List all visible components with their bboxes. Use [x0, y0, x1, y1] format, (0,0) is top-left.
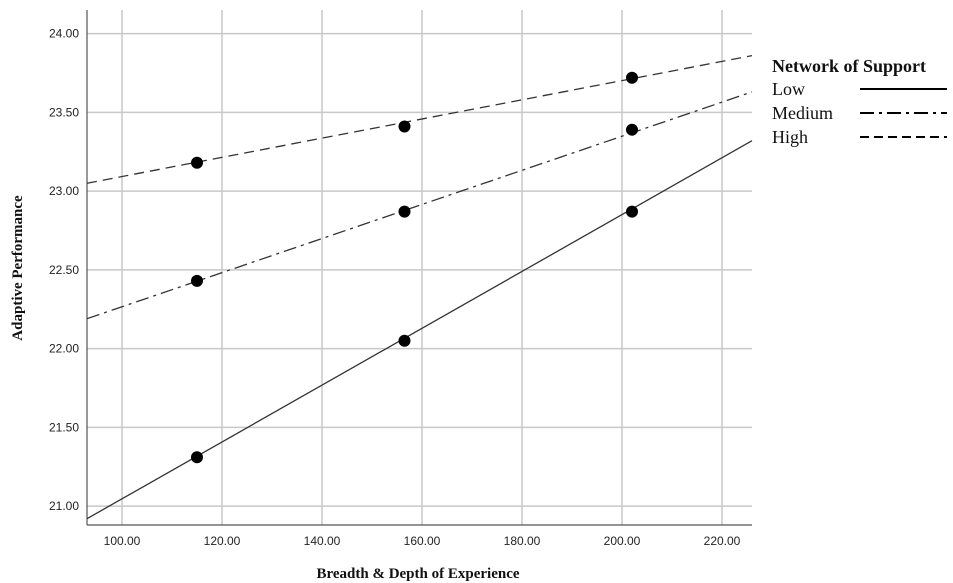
- y-tick-label: 22.00: [49, 342, 79, 356]
- data-point-low-2: [626, 205, 638, 218]
- x-tick-label: 140.00: [304, 534, 341, 548]
- x-tick-label: 200.00: [604, 534, 641, 548]
- legend-title: Network of Support: [772, 56, 926, 76]
- x-tick-labels: 100.00 120.00 140.00 160.00 180.00 200.00 220.…: [104, 534, 741, 548]
- y-tick-label: 21.50: [49, 420, 79, 434]
- data-points: [191, 71, 638, 464]
- y-tick-label: 22.50: [49, 263, 79, 277]
- data-point-medium-2: [626, 123, 638, 136]
- x-tick-label: 160.00: [404, 534, 441, 548]
- y-tick-label: 23.00: [49, 184, 79, 198]
- x-axis-title: Breadth & Depth of Experience: [316, 566, 519, 582]
- y-tick-label: 23.50: [49, 105, 79, 119]
- y-tick-labels: 21.00 21.50 22.00 22.50 23.00 23.50 24.00: [49, 27, 79, 513]
- legend-label-low: Low: [772, 79, 805, 99]
- data-point-high-2: [626, 71, 638, 84]
- data-point-medium-1: [398, 205, 411, 218]
- fit-line-low: [86, 140, 753, 520]
- x-tick-label: 100.00: [104, 534, 141, 548]
- x-tick-label: 120.00: [204, 534, 241, 548]
- x-tick-label: 220.00: [704, 534, 741, 548]
- y-axis-title: Adaptive Performance: [10, 195, 26, 341]
- legend-label-high: High: [772, 127, 808, 147]
- legend-label-medium: Medium: [772, 103, 833, 123]
- data-point-low-1: [398, 334, 411, 347]
- legend-items: Low Medium High: [772, 79, 947, 147]
- data-point-high-1: [398, 120, 411, 133]
- legend: Network of Support Low Medium High: [772, 56, 947, 147]
- fit-line-high: [86, 55, 753, 184]
- data-point-medium-0: [191, 274, 203, 287]
- data-point-low-0: [191, 451, 203, 464]
- fit-line-medium: [86, 91, 753, 320]
- axes: [86, 10, 752, 526]
- data-point-high-0: [191, 156, 203, 169]
- fit-lines: [86, 55, 753, 520]
- y-tick-label: 21.00: [49, 499, 79, 513]
- x-tick-label: 180.00: [504, 534, 541, 548]
- grid-lines: [87, 10, 752, 525]
- y-tick-label: 24.00: [49, 27, 79, 41]
